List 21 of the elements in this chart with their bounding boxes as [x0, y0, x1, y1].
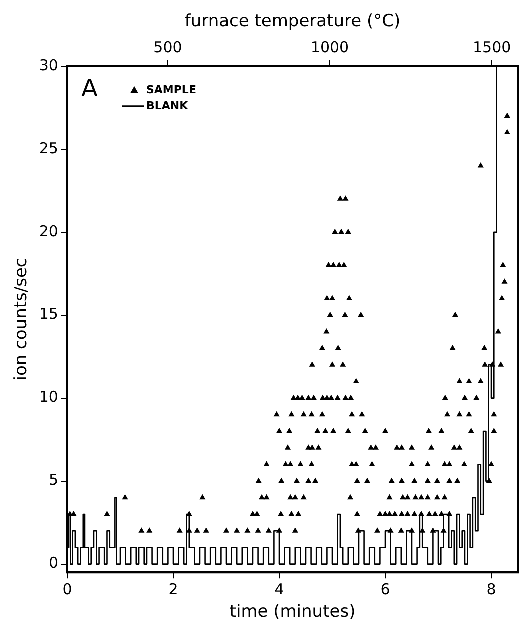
y-tick-label: 5 [48, 471, 58, 490]
x-tick-label: 8 [486, 580, 496, 598]
legend-label: BLANK [146, 99, 189, 112]
x2-axis-title: furnace temperature (°C) [184, 12, 401, 32]
x2-tick-label: 500 [154, 38, 182, 56]
x-axis-title: time (minutes) [230, 602, 356, 622]
y-axis-title: ion counts/sec [12, 258, 32, 381]
x-tick-label: 2 [168, 580, 178, 598]
x-tick-label: 0 [62, 580, 72, 598]
y-tick-label: 10 [39, 388, 58, 406]
y-tick-label: 0 [48, 554, 58, 572]
y-tick-label: 25 [39, 139, 58, 158]
x2-tick-label: 1000 [310, 38, 350, 56]
annotation: A [81, 74, 98, 103]
x2-tick-label: 1500 [472, 38, 512, 56]
y-tick-label: 15 [39, 305, 58, 324]
x-tick-label: 4 [274, 580, 284, 598]
legend-label: SAMPLE [146, 83, 196, 96]
y-tick-label: 20 [39, 222, 58, 240]
x-tick-label: 6 [380, 580, 390, 598]
y-tick-label: 30 [39, 56, 58, 74]
